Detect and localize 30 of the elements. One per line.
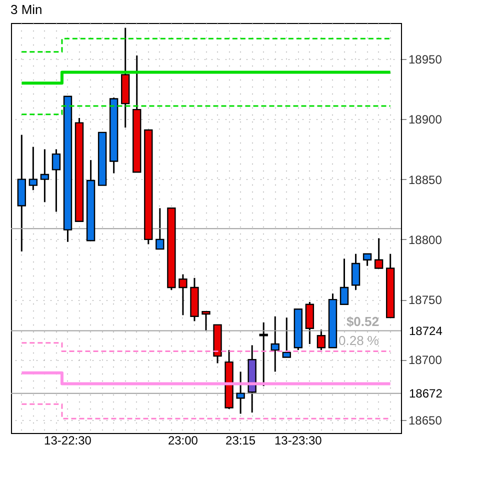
candlestick <box>374 237 384 270</box>
chart-title: 3 Min <box>10 2 42 17</box>
candlestick <box>178 274 188 316</box>
x-tick-label: 23:00 <box>168 434 198 448</box>
candlestick <box>270 316 280 372</box>
candlestick <box>236 370 245 415</box>
candlestick <box>340 258 349 306</box>
ref-line-label: 18724 <box>409 324 443 338</box>
y-tick-label: 18700 <box>408 353 442 368</box>
x-tick-label: 13-22:30 <box>44 434 92 448</box>
candlestick <box>362 253 372 267</box>
y-tick-label: 18950 <box>408 52 442 67</box>
y-tick-label: 18650 <box>408 413 442 428</box>
y-tick-label: 18750 <box>408 293 442 308</box>
candlestick <box>316 328 326 351</box>
annotation: 0.28 % <box>338 333 380 348</box>
y-tick-label: 18850 <box>408 172 442 187</box>
candlestick <box>156 207 164 250</box>
candlestick <box>40 148 50 203</box>
x-tick-label: 13-23:30 <box>274 434 322 448</box>
candlestick <box>351 253 360 291</box>
y-tick-label: 18800 <box>408 232 442 247</box>
x-tick-label: 23:15 <box>226 434 256 448</box>
candlestick <box>282 316 291 358</box>
y-tick-label: 18900 <box>408 112 442 127</box>
candlestick <box>52 148 61 213</box>
ref-line-label: 18672 <box>409 386 443 400</box>
candlestick <box>28 146 38 191</box>
candlestick <box>202 310 210 332</box>
annotation: $0.52 <box>346 314 379 329</box>
